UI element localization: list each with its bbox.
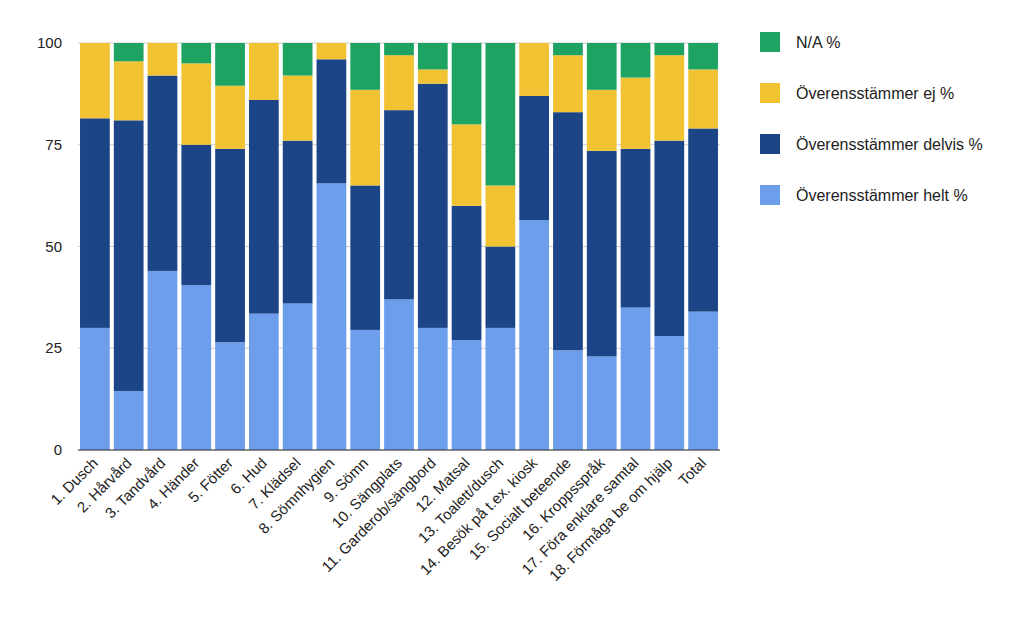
bar-segment: [553, 43, 583, 55]
bar-segment: [553, 55, 583, 112]
bar-segment: [587, 356, 617, 450]
y-tick-label: 0: [54, 441, 62, 458]
legend-swatch: [760, 83, 780, 103]
bar-segment: [418, 328, 448, 450]
x-tick-label: 5. Fötter: [185, 454, 237, 506]
bar-segment: [384, 110, 414, 299]
bar-segment: [384, 43, 414, 55]
bar-segment: [80, 43, 110, 44]
bar-segment: [80, 328, 110, 450]
bar-segment: [249, 100, 279, 314]
x-tick-label: 11. Garderob/sängbord: [318, 454, 439, 575]
bar-segment: [654, 43, 684, 55]
legend-swatch: [760, 32, 780, 52]
bar-segment: [350, 185, 380, 329]
chart: 02550751001. Dusch2. Hårvård3. Tandvård4…: [0, 0, 1024, 633]
bar-segment: [519, 43, 549, 44]
bar-segment: [181, 63, 211, 144]
bar-segment: [621, 308, 651, 450]
bar-segment: [283, 76, 313, 141]
bar-segment: [148, 43, 178, 44]
bar-segment: [80, 118, 110, 328]
bar-segment: [418, 43, 448, 69]
x-tick-label: 18. Förmåga be om hjälp: [545, 454, 675, 584]
bar-segment: [452, 43, 482, 124]
bar-segment: [283, 303, 313, 450]
legend: N/A % Överensstämmer ej % Överensstämmer d…: [760, 32, 983, 205]
bar-segment: [553, 350, 583, 450]
y-tick-label: 25: [45, 339, 62, 356]
grid-line: [78, 450, 720, 451]
bar-segment: [181, 43, 211, 63]
bar-segment: [80, 43, 110, 118]
bar-segment: [587, 90, 617, 151]
bar-segment: [587, 43, 617, 90]
bar-segment: [688, 312, 718, 450]
bar-segment: [654, 141, 684, 336]
x-tick-label: Total: [675, 454, 709, 488]
bar-segment: [114, 120, 144, 391]
bar-segment: [688, 69, 718, 128]
bar-segment: [249, 43, 279, 44]
bar-segment: [452, 206, 482, 340]
bar-segment: [350, 90, 380, 186]
bar-segment: [283, 141, 313, 304]
bar-segment: [384, 55, 414, 110]
bar-segment: [114, 391, 144, 450]
y-tick-label: 50: [45, 238, 62, 255]
bar-segment: [519, 43, 549, 96]
bar-segment: [317, 43, 347, 59]
bar-segment: [452, 340, 482, 450]
bar-segment: [654, 55, 684, 140]
bar-segment: [553, 112, 583, 350]
bar-segment: [215, 86, 245, 149]
bar-segment: [621, 43, 651, 78]
bar-segment: [621, 149, 651, 308]
y-tick-label: 100: [37, 34, 62, 51]
bar-segment: [688, 43, 718, 69]
bar-segment: [249, 314, 279, 450]
legend-label: Överensstämmer delvis %: [796, 136, 983, 153]
bar-segment: [519, 220, 549, 450]
bar-segment: [148, 271, 178, 450]
bar-segment: [317, 183, 347, 450]
bar-segment: [283, 43, 313, 76]
bar-segment: [621, 78, 651, 149]
bar-segment: [114, 61, 144, 120]
x-axis-line: [78, 450, 720, 451]
bar-segment: [486, 43, 516, 185]
bar-segment: [215, 43, 245, 86]
bar-segment: [249, 43, 279, 100]
bar-segment: [519, 96, 549, 220]
bar-segment: [317, 59, 347, 183]
bar-segment: [148, 43, 178, 76]
legend-label: N/A %: [796, 34, 840, 51]
legend-label: Överensstämmer ej %: [796, 85, 954, 102]
bar-segment: [418, 69, 448, 83]
bar-segment: [418, 84, 448, 328]
y-tick-label: 75: [45, 136, 62, 153]
bar-segment: [350, 330, 380, 450]
bar-segment: [486, 185, 516, 246]
bar-segment: [215, 149, 245, 342]
bar-segment: [114, 43, 144, 61]
legend-label: Överensstämmer helt %: [796, 187, 968, 204]
bar-segment: [486, 247, 516, 328]
bar-segment: [148, 76, 178, 271]
bar-segment: [452, 124, 482, 205]
bar-segment: [486, 328, 516, 450]
bar-segment: [350, 43, 380, 90]
bar-segment: [317, 43, 347, 44]
bar-segment: [654, 336, 684, 450]
bar-segment: [587, 151, 617, 357]
bar-segment: [688, 128, 718, 311]
bar-segment: [181, 285, 211, 450]
grid: [78, 43, 720, 450]
bar-segment: [215, 342, 245, 450]
bar-segment: [181, 145, 211, 285]
bars: [80, 43, 718, 450]
legend-swatch: [760, 134, 780, 154]
bar-segment: [384, 299, 414, 450]
legend-swatch: [760, 185, 780, 205]
